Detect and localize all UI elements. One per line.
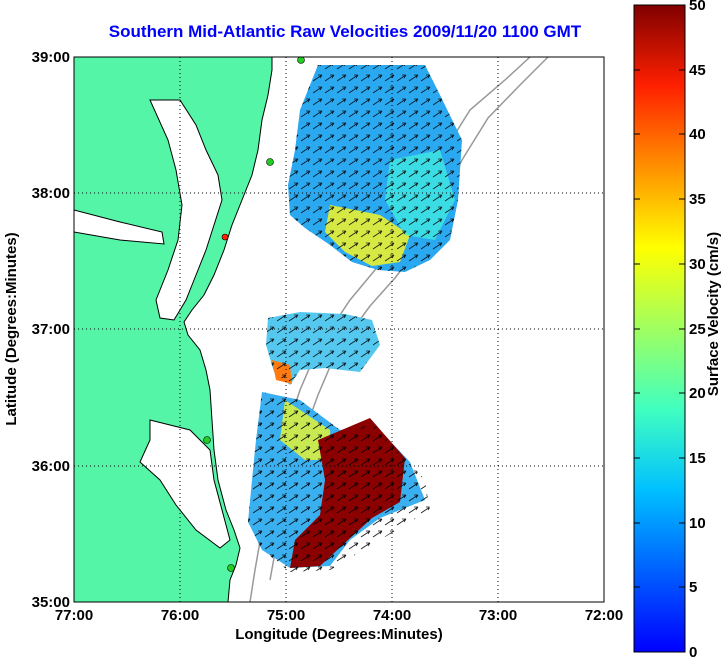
radar-station-marker xyxy=(297,57,305,64)
chart-title: Southern Mid-Atlantic Raw Velocities 200… xyxy=(108,22,582,41)
radar-station-marker xyxy=(227,564,235,572)
colorbar-tick-label: 25 xyxy=(689,321,706,338)
colorbar-tick-label: 10 xyxy=(689,515,706,532)
colorbar-label: Surface Velocity (cm/s) xyxy=(705,232,722,396)
velocity-vectors-south xyxy=(248,392,430,572)
y-tick-label: 36:00 xyxy=(32,458,70,475)
pamlico-sound xyxy=(139,419,231,549)
velocity-vectors-middle xyxy=(266,312,380,385)
colorbar-tick-label: 50 xyxy=(689,0,706,14)
colorbar-tick-label: 0 xyxy=(689,644,697,659)
y-tick-label: 37:00 xyxy=(32,321,70,338)
y-tick-label: 39:00 xyxy=(32,49,70,66)
y-tick-label: 38:00 xyxy=(32,185,70,202)
x-tick-label: 75:00 xyxy=(267,607,305,624)
colorbar xyxy=(633,4,686,653)
river-inlet xyxy=(74,209,165,245)
grid-lines xyxy=(74,57,604,602)
colorbar-tick-label: 35 xyxy=(689,191,706,208)
x-tick-label: 77:00 xyxy=(55,607,93,624)
colorbar-tick-label: 45 xyxy=(689,62,706,79)
x-axis-label: Longitude (Degrees:Minutes) xyxy=(235,626,443,643)
colorbar-tick-label: 20 xyxy=(689,385,706,402)
colorbar-tick-label: 15 xyxy=(689,450,706,467)
colorbar-tick-label: 30 xyxy=(689,256,706,273)
radar-station-marker xyxy=(203,436,211,444)
y-axis-label: Latitude (Degrees:Minutes) xyxy=(3,232,20,425)
x-tick-label: 72:00 xyxy=(585,607,623,624)
colorbar-tick-label: 5 xyxy=(689,579,697,596)
colorbar-ticks xyxy=(634,4,685,588)
velocity-vectors xyxy=(288,65,462,272)
chesapeake-bay xyxy=(149,99,223,321)
y-tick-label: 35:00 xyxy=(32,594,70,611)
x-tick-label: 73:00 xyxy=(479,607,517,624)
x-tick-label: 74:00 xyxy=(373,607,411,624)
radar-station-marker xyxy=(221,233,229,241)
axes-frame xyxy=(73,56,605,603)
x-tick-label: 76:00 xyxy=(161,607,199,624)
colorbar-tick-label: 40 xyxy=(689,126,706,143)
radar-station-marker xyxy=(266,158,274,166)
